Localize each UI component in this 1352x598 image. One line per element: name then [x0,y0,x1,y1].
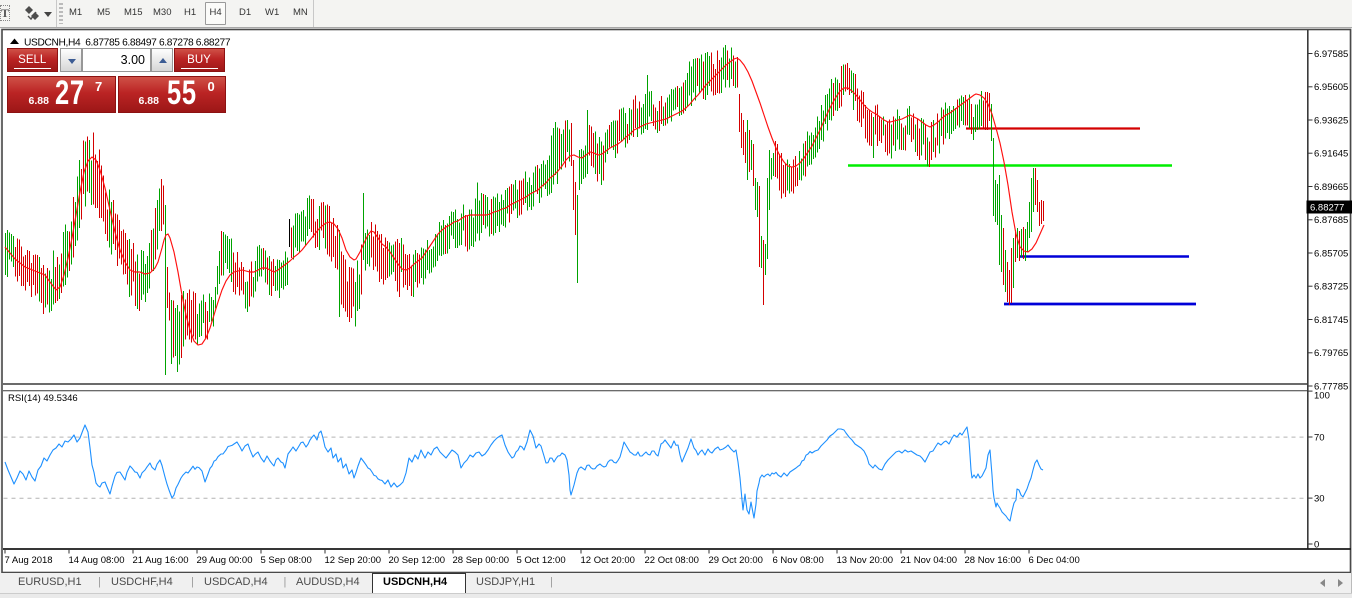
svg-text:70: 70 [1314,432,1325,443]
svg-text:USDCNH,H4 6.87785 6.88497 6.8: USDCNH,H4 6.87785 6.88497 6.87278 6.8827… [24,38,231,49]
svg-text:5 Oct 12:00: 5 Oct 12:00 [517,555,566,566]
svg-text:6.97585: 6.97585 [1314,49,1348,60]
svg-text:6 Dec 04:00: 6 Dec 04:00 [1029,555,1080,566]
svg-text:6.83725: 6.83725 [1314,282,1348,293]
svg-text:29 Aug 00:00: 29 Aug 00:00 [197,555,253,566]
svg-text:21 Nov 04:00: 21 Nov 04:00 [901,555,958,566]
svg-text:6.81745: 6.81745 [1314,315,1348,326]
svg-text:6.91645: 6.91645 [1314,149,1348,160]
svg-text:28 Sep 00:00: 28 Sep 00:00 [453,555,510,566]
svg-text:6 Nov 08:00: 6 Nov 08:00 [773,555,824,566]
svg-text:6.85705: 6.85705 [1314,248,1348,259]
svg-text:28 Nov 16:00: 28 Nov 16:00 [965,555,1022,566]
svg-text:22 Oct 08:00: 22 Oct 08:00 [645,555,699,566]
svg-text:20 Sep 12:00: 20 Sep 12:00 [389,555,446,566]
svg-text:6.79765: 6.79765 [1314,348,1348,359]
svg-text:29 Oct 20:00: 29 Oct 20:00 [709,555,763,566]
svg-text:6.93625: 6.93625 [1314,115,1348,126]
svg-text:7 Aug 2018: 7 Aug 2018 [5,555,53,566]
svg-text:5 Sep 08:00: 5 Sep 08:00 [261,555,312,566]
svg-text:6.89665: 6.89665 [1314,182,1348,193]
svg-text:0: 0 [1314,539,1319,550]
svg-text:13 Nov 20:00: 13 Nov 20:00 [837,555,894,566]
svg-text:6.87685: 6.87685 [1314,215,1348,226]
svg-text:30: 30 [1314,494,1325,505]
svg-text:6.77785: 6.77785 [1314,381,1348,392]
svg-text:21 Aug 16:00: 21 Aug 16:00 [133,555,189,566]
svg-text:RSI(14) 49.5346: RSI(14) 49.5346 [8,393,78,404]
svg-text:12 Oct 20:00: 12 Oct 20:00 [581,555,635,566]
svg-text:14 Aug 08:00: 14 Aug 08:00 [69,555,125,566]
svg-text:6.95605: 6.95605 [1314,82,1348,93]
svg-text:6.88277: 6.88277 [1310,202,1344,213]
svg-text:100: 100 [1314,391,1330,402]
svg-text:12 Sep 20:00: 12 Sep 20:00 [325,555,382,566]
